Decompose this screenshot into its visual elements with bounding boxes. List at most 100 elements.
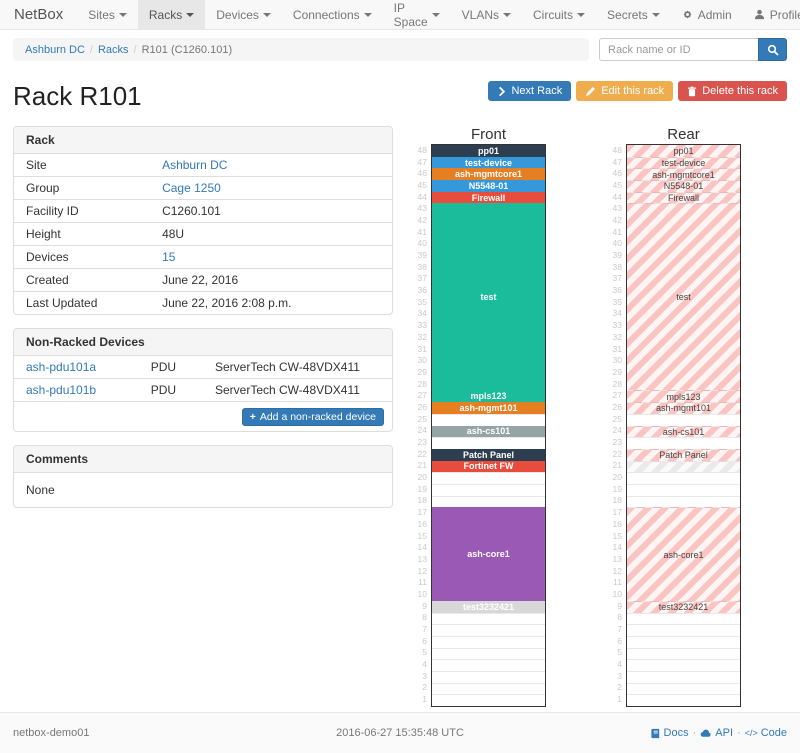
- nav-item-label: VLANs: [461, 7, 500, 22]
- search-button[interactable]: [758, 38, 787, 61]
- unit-number: 2: [422, 682, 427, 693]
- unit-number: 47: [612, 156, 622, 167]
- rack-empty-slot: [627, 659, 740, 671]
- device-link[interactable]: ash-pdu101b: [26, 383, 97, 397]
- unit-number: 35: [612, 296, 622, 307]
- delete-this-rack-button[interactable]: Delete this rack: [678, 81, 787, 101]
- unit-number: 26: [417, 401, 427, 412]
- rack-device-ash-mgmt101[interactable]: ash-mgmt101: [432, 402, 545, 414]
- unit-number: 25: [417, 413, 427, 424]
- rack-search: [599, 38, 787, 61]
- rack-device-mpls123[interactable]: mpls123: [627, 390, 740, 403]
- rack-device-ash-cs101[interactable]: ash-cs101: [432, 425, 545, 438]
- footer-link-api[interactable]: API: [700, 727, 733, 739]
- unit-number: 2: [617, 682, 622, 693]
- nav-item-racks[interactable]: Racks: [137, 0, 206, 29]
- unit-number: 4: [422, 659, 427, 670]
- unit-number: 23: [417, 437, 427, 448]
- breadcrumb-item[interactable]: Ashburn DC: [25, 43, 85, 56]
- rack-device-test[interactable]: test: [627, 203, 740, 391]
- rack-device-test[interactable]: test: [432, 203, 545, 391]
- nav-item-sites[interactable]: Sites: [77, 0, 138, 29]
- rack-device-ash-mgmt101[interactable]: ash-mgmt101: [627, 402, 740, 414]
- search-input[interactable]: [599, 38, 758, 61]
- footer-link-code[interactable]: </> Code: [744, 727, 787, 739]
- unit-number: 42: [417, 214, 427, 225]
- rack-device-fortinet-fw[interactable]: Fortinet FW: [432, 460, 545, 473]
- pencil-icon: [585, 86, 596, 97]
- attr-label: Devices: [14, 245, 151, 269]
- non-racked-devices-panel: Non-Racked Devices ash-pdu101a PDU ServerT…: [13, 328, 393, 432]
- nav-item-profile[interactable]: Profile: [743, 0, 800, 29]
- comments-panel: Comments None: [13, 445, 393, 508]
- rack-device-patch-panel[interactable]: Patch Panel: [627, 448, 740, 461]
- rack-device-n5548-01[interactable]: N5548-01: [627, 180, 740, 192]
- rack-device-pp01[interactable]: pp01: [432, 145, 545, 157]
- nav-item-circuits[interactable]: Circuits: [522, 0, 596, 29]
- rack-actions: Next Rack Edit this rack Delete this rack: [488, 81, 787, 101]
- rack-device-ash-core1[interactable]: ash-core1: [627, 507, 740, 601]
- unit-number: 6: [422, 635, 427, 646]
- unit-number: 4: [617, 659, 622, 670]
- nav-item-label: Devices: [216, 7, 259, 22]
- rack-device-ash-mgmtcore1[interactable]: ash-mgmtcore1: [627, 168, 740, 181]
- edit-this-rack-button[interactable]: Edit this rack: [576, 81, 674, 101]
- unit-number: 18: [417, 495, 427, 506]
- rack-device-ash-cs101[interactable]: ash-cs101: [627, 425, 740, 438]
- rack-occupied-slot: [627, 460, 740, 473]
- unit-number: 43: [417, 203, 427, 214]
- unit-number: 13: [417, 553, 427, 564]
- attr-value-link[interactable]: Cage 1250: [162, 181, 221, 195]
- non-racked-panel-title: Non-Racked Devices: [14, 329, 392, 356]
- unit-number: 34: [612, 308, 622, 319]
- nav-item-connections[interactable]: Connections: [282, 0, 383, 29]
- rack-device-test-device[interactable]: test-device: [432, 156, 545, 169]
- table-row: ash-pdu101a PDU ServerTech CW-48VDX411: [14, 356, 392, 379]
- nav-item-label: Admin: [697, 7, 732, 22]
- rack-device-test-device[interactable]: test-device: [627, 156, 740, 169]
- nav-item-devices[interactable]: Devices: [205, 0, 282, 29]
- rack-device-patch-panel[interactable]: Patch Panel: [432, 448, 545, 461]
- unit-number: 14: [417, 542, 427, 553]
- netbox-brand[interactable]: NetBox: [14, 6, 64, 23]
- rack-device-test3232421[interactable]: test3232421: [432, 600, 545, 613]
- unit-number: 39: [612, 250, 622, 261]
- unit-number: 1: [422, 694, 427, 705]
- rack-empty-slot: [432, 635, 545, 648]
- rack-device-firewall[interactable]: Firewall: [627, 191, 740, 204]
- rack-device-ash-mgmtcore1[interactable]: ash-mgmtcore1: [432, 168, 545, 181]
- unit-number: 7: [422, 624, 427, 635]
- gear-icon: [682, 9, 693, 20]
- nav-item-vlans[interactable]: VLANs: [451, 0, 522, 29]
- nav-item-secrets[interactable]: Secrets: [596, 0, 671, 29]
- unit-number: 33: [417, 320, 427, 331]
- rack-empty-slot: [627, 647, 740, 660]
- nav-item-admin[interactable]: Admin: [671, 0, 743, 29]
- table-row: Created June 22, 2016: [14, 268, 392, 292]
- attr-value-link[interactable]: 15: [162, 250, 176, 264]
- device-link[interactable]: ash-pdu101a: [26, 360, 97, 374]
- rack-empty-slot: [627, 612, 740, 625]
- rack-device-firewall[interactable]: Firewall: [432, 191, 545, 204]
- footer-link-docs[interactable]: Docs: [650, 727, 689, 739]
- unit-number: 1: [617, 694, 622, 705]
- rack-device-n5548-01[interactable]: N5548-01: [432, 180, 545, 192]
- user-icon: [754, 9, 765, 20]
- next-rack-button[interactable]: Next Rack: [488, 81, 572, 101]
- breadcrumb-item[interactable]: Racks: [97, 43, 129, 56]
- rack-device-ash-core1[interactable]: ash-core1: [432, 507, 545, 601]
- rack-device-mpls123[interactable]: mpls123: [432, 390, 545, 403]
- add-non-racked-device-button[interactable]: + Add a non-racked device: [241, 408, 384, 426]
- nav-item-ip-space[interactable]: IP Space: [383, 0, 451, 29]
- attr-label: Created: [14, 268, 151, 292]
- rack-device-pp01[interactable]: pp01: [627, 145, 740, 157]
- rack-info-panel: Rack Site Ashburn DC Group Cage 1250 Facilit…: [13, 126, 393, 315]
- rack-device-test3232421[interactable]: test3232421: [627, 600, 740, 613]
- attr-value-link[interactable]: Ashburn DC: [162, 158, 228, 172]
- rack-elevation-front: Front 48 47 46 45 44 43 42 41 40 39 38 37 36 35 34 33 32…: [415, 126, 546, 707]
- unit-number: 5: [617, 647, 622, 658]
- rack-empty-slot: [627, 670, 740, 683]
- unit-number: 47: [417, 156, 427, 167]
- attr-value: Cage 1250: [150, 176, 392, 200]
- unit-number: 46: [417, 168, 427, 179]
